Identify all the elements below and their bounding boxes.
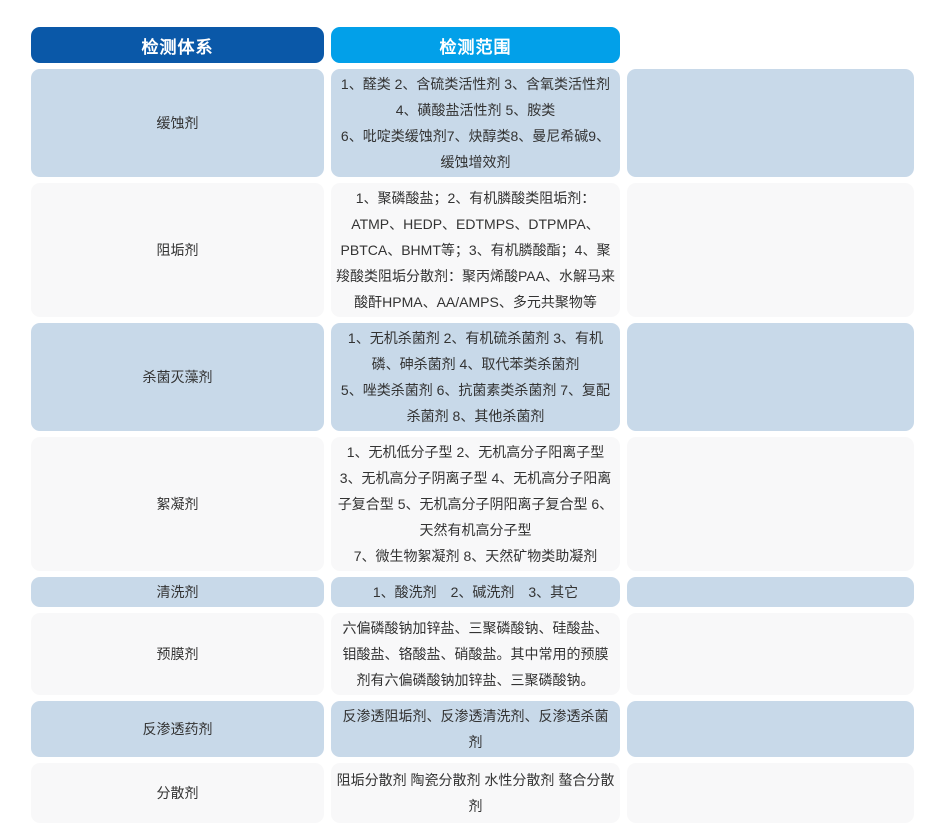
scope-cell: 六偏磷酸钠加锌盐、三聚磷酸钠、硅酸盐、钼酸盐、铬酸盐、硝酸盐。其中常用的预膜剂有…: [331, 613, 620, 695]
empty-cell: [627, 183, 914, 317]
scope-cell: 1、聚磷酸盐；2、有机膦酸类阻垢剂：ATMP、HEDP、EDTMPS、DTPMP…: [331, 183, 620, 317]
system-cell: 杀菌灭藻剂: [31, 323, 324, 431]
detection-table: 检测体系 检测范围 缓蚀剂 1、醛类 2、含硫类活性剂 3、含氧类活性剂 4、磺…: [31, 27, 914, 829]
empty-cell: [627, 577, 914, 607]
table-row-corrosion-inhibitor: 缓蚀剂 1、醛类 2、含硫类活性剂 3、含氧类活性剂 4、磺酸盐活性剂 5、胺类…: [31, 69, 914, 177]
header-spacer: [627, 27, 914, 63]
table-row-prefilming-agent: 预膜剂 六偏磷酸钠加锌盐、三聚磷酸钠、硅酸盐、钼酸盐、铬酸盐、硝酸盐。其中常用的…: [31, 613, 914, 695]
system-cell: 预膜剂: [31, 613, 324, 695]
empty-cell: [627, 613, 914, 695]
empty-cell: [627, 437, 914, 571]
scope-cell: 阻垢分散剂 陶瓷分散剂 水性分散剂 螯合分散剂: [331, 763, 620, 823]
empty-cell: [627, 763, 914, 823]
header-detection-scope: 检测范围: [331, 27, 620, 63]
header-detection-system: 检测体系: [31, 27, 324, 63]
table-row-biocide-algaecide: 杀菌灭藻剂 1、无机杀菌剂 2、有机硫杀菌剂 3、有机磷、砷杀菌剂 4、取代苯类…: [31, 323, 914, 431]
system-cell: 分散剂: [31, 763, 324, 823]
table-row-dispersant: 分散剂 阻垢分散剂 陶瓷分散剂 水性分散剂 螯合分散剂: [31, 763, 914, 823]
system-cell: 缓蚀剂: [31, 69, 324, 177]
header-detection-scope-label: 检测范围: [439, 37, 512, 57]
header-detection-system-label: 检测体系: [141, 37, 214, 57]
scope-cell: 1、酸洗剂 2、碱洗剂 3、其它: [331, 577, 620, 607]
system-cell: 絮凝剂: [31, 437, 324, 571]
header-row: 检测体系 检测范围: [31, 27, 914, 63]
system-cell: 清洗剂: [31, 577, 324, 607]
empty-cell: [627, 323, 914, 431]
scope-cell: 反渗透阻垢剂、反渗透清洗剂、反渗透杀菌剂: [331, 701, 620, 757]
empty-cell: [627, 69, 914, 177]
scope-cell: 1、无机低分子型 2、无机高分子阳离子型 3、无机高分子阴离子型 4、无机高分子…: [331, 437, 620, 571]
table-row-reverse-osmosis-agent: 反渗透药剂 反渗透阻垢剂、反渗透清洗剂、反渗透杀菌剂: [31, 701, 914, 757]
table-row-flocculant: 絮凝剂 1、无机低分子型 2、无机高分子阳离子型 3、无机高分子阴离子型 4、无…: [31, 437, 914, 571]
table-row-scale-inhibitor: 阻垢剂 1、聚磷酸盐；2、有机膦酸类阻垢剂：ATMP、HEDP、EDTMPS、D…: [31, 183, 914, 317]
table-row-cleaning-agent: 清洗剂 1、酸洗剂 2、碱洗剂 3、其它: [31, 577, 914, 607]
scope-cell: 1、无机杀菌剂 2、有机硫杀菌剂 3、有机磷、砷杀菌剂 4、取代苯类杀菌剂 5、…: [331, 323, 620, 431]
empty-cell: [627, 701, 914, 757]
scope-cell: 1、醛类 2、含硫类活性剂 3、含氧类活性剂 4、磺酸盐活性剂 5、胺类 6、吡…: [331, 69, 620, 177]
system-cell: 阻垢剂: [31, 183, 324, 317]
system-cell: 反渗透药剂: [31, 701, 324, 757]
